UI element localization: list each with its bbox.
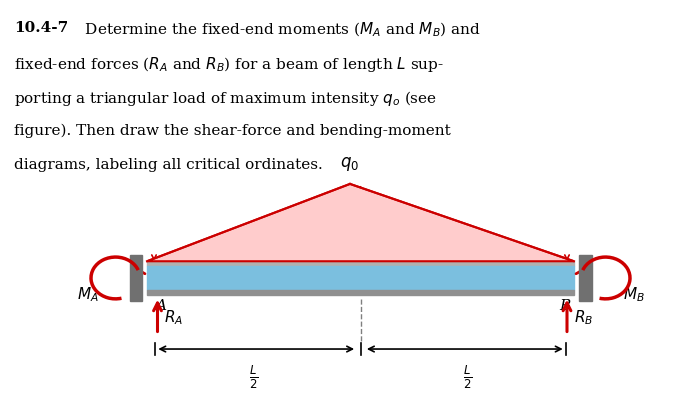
- Text: $R_A$: $R_A$: [164, 308, 183, 327]
- Bar: [130, 255, 142, 301]
- Text: $q_0$: $q_0$: [340, 155, 360, 173]
- Text: $M_A$: $M_A$: [77, 285, 98, 304]
- Text: $\frac{L}{2}$: $\frac{L}{2}$: [463, 364, 472, 391]
- Polygon shape: [147, 184, 574, 261]
- Text: porting a triangular load of maximum intensity $q_o$ (see: porting a triangular load of maximum int…: [14, 89, 437, 108]
- Text: $R_B$: $R_B$: [574, 308, 593, 327]
- Bar: [579, 255, 592, 301]
- Text: diagrams, labeling all critical ordinates.: diagrams, labeling all critical ordinate…: [14, 158, 323, 172]
- Text: B: B: [559, 299, 570, 313]
- Text: fixed-end forces ($R_A$ and $R_B$) for a beam of length $L$ sup-: fixed-end forces ($R_A$ and $R_B$) for a…: [14, 55, 444, 74]
- Bar: [147, 266, 574, 290]
- Bar: [147, 290, 574, 295]
- Bar: [147, 261, 574, 266]
- Text: A: A: [155, 299, 167, 313]
- Text: figure). Then draw the shear-force and bending-moment: figure). Then draw the shear-force and b…: [14, 124, 451, 138]
- Text: $M_B$: $M_B$: [622, 285, 645, 304]
- Text: $\frac{L}{2}$: $\frac{L}{2}$: [249, 364, 258, 391]
- Text: Determine the fixed-end moments ($M_A$ and $M_B$) and: Determine the fixed-end moments ($M_A$ a…: [80, 21, 482, 39]
- Text: 10.4-7: 10.4-7: [14, 21, 69, 35]
